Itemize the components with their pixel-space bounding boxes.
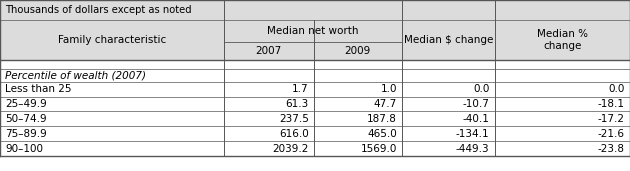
Text: Median net worth: Median net worth [267,26,358,36]
Text: Median $ change: Median $ change [404,35,493,45]
Text: 50–74.9: 50–74.9 [5,114,47,124]
Bar [0,69,630,156]
Text: 187.8: 187.8 [367,114,397,124]
Bar [0,20,630,42]
Text: 90–100: 90–100 [5,144,43,154]
Text: -40.1: -40.1 [462,114,490,124]
Text: Median %
change: Median % change [537,29,588,51]
Text: 0.0: 0.0 [473,84,490,94]
Text: 2039.2: 2039.2 [272,144,309,154]
Text: 25–49.9: 25–49.9 [5,99,47,109]
Bar [0,0,630,20]
Text: 1.7: 1.7 [292,84,309,94]
Text: -134.1: -134.1 [456,129,490,139]
Text: Family characteristic: Family characteristic [58,35,166,45]
Text: -18.1: -18.1 [598,99,625,109]
Text: 465.0: 465.0 [367,129,397,139]
Text: -21.6: -21.6 [598,129,625,139]
Text: 237.5: 237.5 [279,114,309,124]
Text: 47.7: 47.7 [374,99,397,109]
Text: 1.0: 1.0 [381,84,397,94]
Text: -17.2: -17.2 [598,114,625,124]
Text: 616.0: 616.0 [279,129,309,139]
Text: -10.7: -10.7 [462,99,490,109]
Text: Thousands of dollars except as noted: Thousands of dollars except as noted [5,5,192,15]
Text: 2009: 2009 [345,46,371,56]
Text: 75–89.9: 75–89.9 [5,129,47,139]
Text: Percentile of wealth (2007): Percentile of wealth (2007) [5,70,146,80]
Bar [0,42,630,60]
Text: -449.3: -449.3 [456,144,490,154]
Text: Less than 25: Less than 25 [5,84,72,94]
Text: 2007: 2007 [256,46,282,56]
Text: 1569.0: 1569.0 [360,144,397,154]
Text: -23.8: -23.8 [598,144,625,154]
Text: 0.0: 0.0 [609,84,625,94]
Bar [0,60,630,69]
Text: 61.3: 61.3 [285,99,309,109]
